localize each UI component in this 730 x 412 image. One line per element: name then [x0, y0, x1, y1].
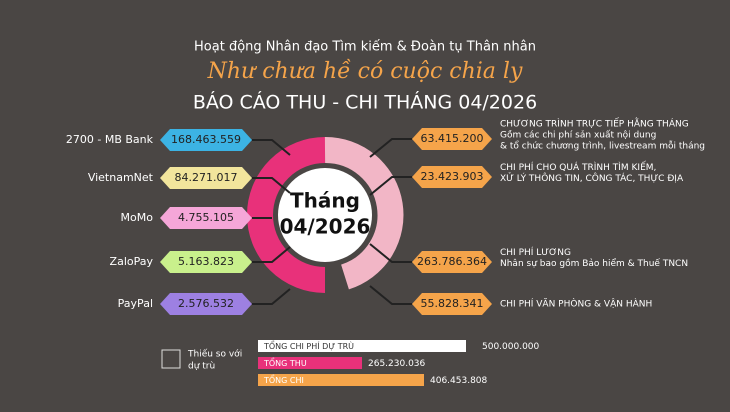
income-value: 168.463.559	[171, 133, 241, 146]
summary-bar	[258, 340, 466, 352]
expense-hexagon	[412, 128, 492, 150]
expense-text: & tổ chức chương trình, livestream mỗi t…	[500, 141, 705, 152]
income-label: ZaloPay	[110, 255, 154, 268]
center-disc	[278, 168, 372, 262]
expense-text: CHƯƠNG TRÌNH TRỰC TIẾP HẰNG THÁNG	[500, 117, 689, 130]
summary-value: 265.230.036	[368, 359, 426, 369]
expense-text: CHI PHÍ CHO QUÁ TRÌNH TÌM KIẾM,	[500, 161, 656, 173]
summary-value: 500.000.000	[482, 342, 540, 352]
legend-box	[161, 349, 181, 369]
summary-bar	[258, 357, 362, 369]
income-value: 2.576.532	[178, 297, 234, 310]
income-hexagon	[160, 251, 252, 273]
income-label: VietnamNet	[88, 171, 154, 184]
connector	[252, 177, 291, 194]
legend-text: Thiếu so với	[187, 349, 242, 360]
income-hexagon	[160, 207, 252, 229]
legend-text: dự trù	[188, 362, 215, 372]
income-value: 5.163.823	[178, 255, 234, 268]
expense-text: CHI PHÍ VĂN PHÒNG & VẬN HÀNH	[500, 298, 652, 310]
connector	[252, 246, 291, 263]
expense-value: 263.786.364	[417, 255, 487, 268]
expense-text: CHI PHÍ LƯƠNG	[500, 246, 571, 258]
connector	[252, 139, 291, 156]
income-value: 4.755.105	[178, 211, 234, 224]
connector	[369, 243, 412, 263]
expense-value: 23.423.903	[421, 170, 484, 183]
ring	[247, 137, 326, 293]
expense-text: Gồm các chi phí sản xuất nội dung	[500, 130, 656, 141]
month-line2: 04/2026	[280, 215, 371, 239]
income-hexagon	[160, 167, 252, 189]
report-title: BÁO CÁO THU - CHI THÁNG 04/2026	[193, 91, 537, 114]
slogan: Như chưa hề có cuộc chia ly	[207, 58, 523, 84]
summary-value: 406.453.808	[430, 376, 488, 386]
income-label: MoMo	[121, 211, 154, 224]
expense-hexagon	[412, 293, 492, 315]
connector	[369, 285, 412, 305]
connector	[252, 288, 291, 305]
income-hexagon	[160, 293, 252, 315]
summary-label: TỔNG CHI PHÍ DỰ TRÙ	[263, 339, 354, 351]
expense-value: 55.828.341	[421, 297, 484, 310]
organization: Hoạt động Nhân đạo Tìm kiếm & Đoàn tụ Th…	[194, 40, 536, 55]
month-line1: Tháng	[290, 189, 360, 213]
income-value: 84.271.017	[175, 171, 238, 184]
ring-light	[324, 136, 404, 290]
income-label: PayPal	[118, 297, 153, 310]
expense-value: 63.415.200	[421, 132, 484, 145]
summary-bar	[258, 374, 424, 386]
income-label: 2700 - MB Bank	[66, 133, 154, 146]
summary-label: TỔNG CHI	[263, 373, 304, 385]
expense-hexagon	[412, 166, 492, 188]
income-hexagon	[160, 129, 252, 151]
summary-label: TỔNG THU	[263, 356, 307, 368]
expense-hexagon	[412, 251, 492, 273]
connector	[369, 176, 412, 196]
expense-text: Nhân sự bao gồm Bảo hiểm & Thuế TNCN	[500, 258, 688, 269]
connector	[369, 138, 412, 158]
expense-text: XỬ LÝ THÔNG TIN, CÔNG TÁC, THỰC ĐỊA	[500, 172, 684, 184]
